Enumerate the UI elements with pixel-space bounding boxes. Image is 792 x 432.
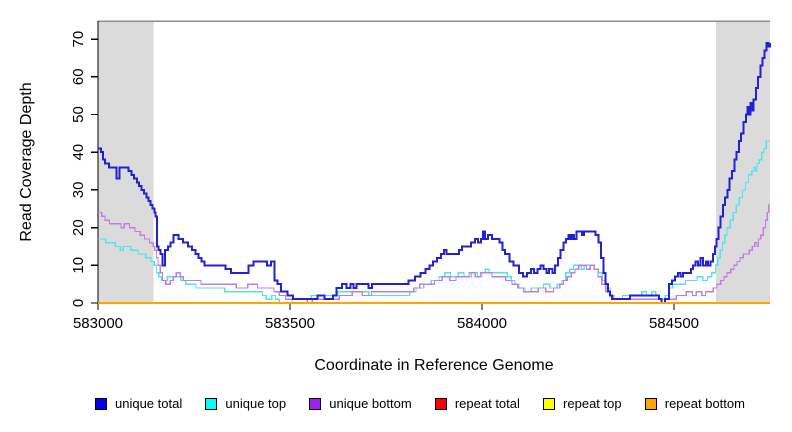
legend-item-repeat-bottom: repeat bottom [644, 396, 745, 411]
y-tick-label: 0 [70, 299, 87, 307]
y-tick-label: 60 [70, 68, 87, 85]
legend-swatch-repeat-total [434, 397, 447, 410]
legend-swatch-unique-bottom [309, 397, 322, 410]
shaded-region [98, 21, 154, 303]
legend: unique total unique top unique bottom repea… [95, 396, 745, 411]
y-tick-label: 70 [70, 31, 87, 48]
legend-item-unique-bottom: unique bottom [309, 396, 412, 411]
legend-swatch-repeat-bottom [644, 397, 657, 410]
y-tick-label: 20 [70, 219, 87, 236]
series-line-unique-top [98, 140, 770, 304]
y-tick-label: 50 [70, 106, 87, 123]
series-line-unique-bottom [98, 204, 770, 304]
legend-label: unique bottom [329, 396, 412, 411]
x-axis-title: Coordinate in Reference Genome [314, 357, 554, 374]
legend-swatch-unique-total [95, 397, 107, 410]
legend-swatch-unique-top [205, 397, 218, 410]
legend-item-repeat-top: repeat top [543, 396, 622, 411]
legend-item-unique-total: unique total [95, 396, 182, 411]
y-tick-label: 40 [70, 144, 87, 161]
legend-item-repeat-total: repeat total [434, 396, 520, 411]
legend-label: unique top [225, 396, 287, 411]
legend-swatch-repeat-top [543, 397, 556, 410]
legend-label: repeat total [454, 396, 520, 411]
legend-item-unique-top: unique top [205, 396, 286, 411]
x-tick-label: 583500 [265, 315, 315, 332]
series-line-unique-total [98, 41, 771, 304]
legend-label: repeat top [563, 396, 622, 411]
y-tick-label: 10 [70, 257, 87, 274]
x-tick-label: 584500 [649, 315, 699, 332]
x-tick-label: 583000 [73, 315, 123, 332]
y-tick-label: 30 [70, 182, 87, 199]
x-tick-label: 584000 [457, 315, 507, 332]
y-axis-title: Read Coverage Depth [18, 82, 35, 242]
legend-label: unique total [115, 396, 183, 411]
legend-label: repeat bottom [664, 396, 745, 411]
